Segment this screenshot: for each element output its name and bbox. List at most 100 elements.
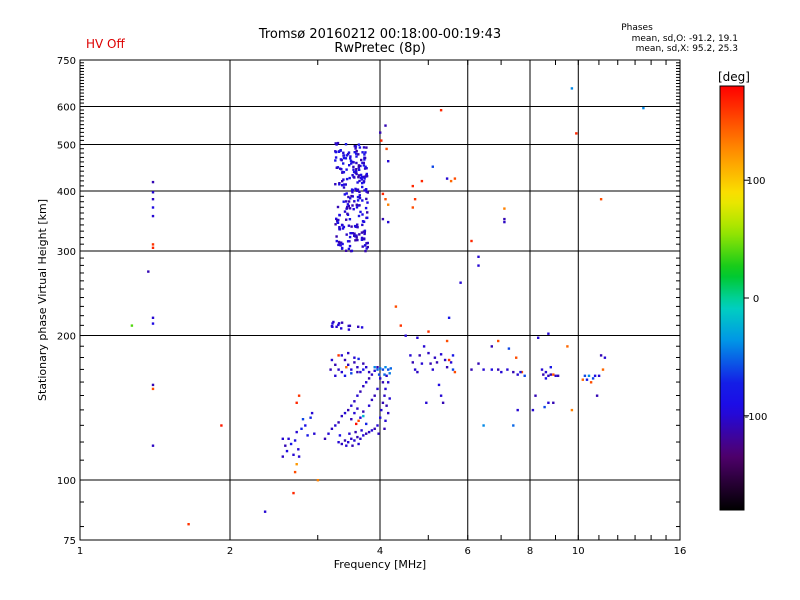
data-point: [357, 214, 361, 218]
data-point: [503, 207, 506, 210]
data-point: [599, 354, 603, 357]
data-point: [373, 427, 376, 430]
data-point: [352, 170, 356, 174]
data-point: [336, 220, 339, 223]
data-point: [347, 200, 351, 203]
data-point: [293, 470, 297, 474]
data-point: [497, 368, 500, 371]
data-point: [556, 374, 560, 377]
data-point: [359, 370, 362, 374]
data-point: [441, 401, 445, 404]
x-tick-label: 8: [527, 546, 533, 557]
data-point: [340, 321, 344, 324]
data-point: [350, 194, 353, 198]
data-point: [316, 479, 320, 482]
x-tick-label: 4: [377, 546, 383, 557]
x-tick-label: 10: [572, 546, 585, 557]
data-point: [597, 374, 601, 377]
data-point: [341, 242, 344, 246]
data-point: [345, 218, 348, 221]
data-point: [334, 363, 337, 366]
data-point: [358, 233, 361, 236]
data-point: [287, 437, 290, 440]
x-axis-label: Frequency [MHz]: [334, 558, 426, 571]
colorbar-unit: [deg]: [718, 70, 750, 84]
data-point: [336, 141, 340, 145]
data-point: [344, 143, 348, 146]
data-point: [151, 214, 155, 218]
data-point: [334, 156, 338, 159]
data-point: [340, 247, 344, 250]
data-point: [353, 411, 356, 415]
data-point: [334, 183, 337, 186]
data-point: [477, 255, 480, 258]
data-point: [387, 160, 390, 163]
data-point: [361, 185, 364, 189]
data-point: [595, 394, 599, 397]
data-point: [416, 370, 419, 374]
data-point: [570, 87, 574, 90]
data-point: [344, 183, 347, 186]
data-point: [365, 190, 368, 193]
grid-lines: [80, 60, 680, 540]
data-point: [387, 368, 390, 371]
data-point: [383, 373, 386, 376]
data-point: [365, 197, 368, 201]
data-point: [362, 230, 365, 233]
data-point: [413, 368, 417, 371]
data-point: [347, 328, 351, 331]
data-point: [151, 316, 155, 319]
data-point: [477, 362, 480, 365]
data-point: [338, 434, 342, 437]
colorbar-tick-label: 0: [753, 294, 759, 305]
data-point: [453, 370, 457, 374]
data-point: [359, 210, 362, 214]
data-point: [362, 368, 365, 371]
data-point: [547, 401, 550, 404]
data-point: [345, 177, 349, 181]
data-point: [385, 404, 388, 407]
y-tick-label: 750: [57, 56, 76, 67]
data-point: [151, 243, 155, 246]
data-point: [425, 401, 428, 404]
data-point: [348, 164, 351, 167]
data-point: [512, 424, 515, 427]
data-point: [350, 225, 353, 228]
data-point: [347, 195, 350, 199]
data-point: [355, 236, 358, 239]
data-point: [344, 157, 348, 160]
data-point: [345, 200, 348, 203]
data-point: [356, 238, 359, 242]
data-point: [381, 401, 385, 404]
data-point: [365, 242, 368, 245]
data-point: [187, 523, 190, 526]
data-point: [537, 336, 540, 339]
data-point: [381, 368, 385, 371]
data-point: [337, 218, 340, 222]
data-point: [543, 405, 546, 409]
data-point: [365, 175, 369, 178]
data-point: [363, 189, 366, 192]
data-point: [445, 339, 449, 343]
data-point: [459, 281, 462, 284]
data-point: [363, 167, 367, 170]
data-point: [575, 132, 578, 135]
data-point: [516, 373, 519, 376]
axes: 1 2 4 6 8 10 16 75 100 200 300 400 500 600 750: [57, 56, 686, 557]
data-point: [342, 183, 346, 186]
data-point: [346, 152, 350, 156]
data-point: [347, 441, 350, 444]
data-point: [347, 351, 350, 355]
data-point: [357, 325, 360, 328]
data-point: [281, 437, 284, 440]
data-point: [352, 161, 355, 164]
data-point: [340, 159, 343, 162]
data-point: [383, 394, 386, 397]
data-point: [347, 224, 351, 227]
data-point: [348, 235, 352, 239]
data-point: [515, 356, 518, 359]
data-point: [340, 354, 343, 357]
data-point: [470, 368, 473, 371]
data-point: [353, 361, 356, 364]
